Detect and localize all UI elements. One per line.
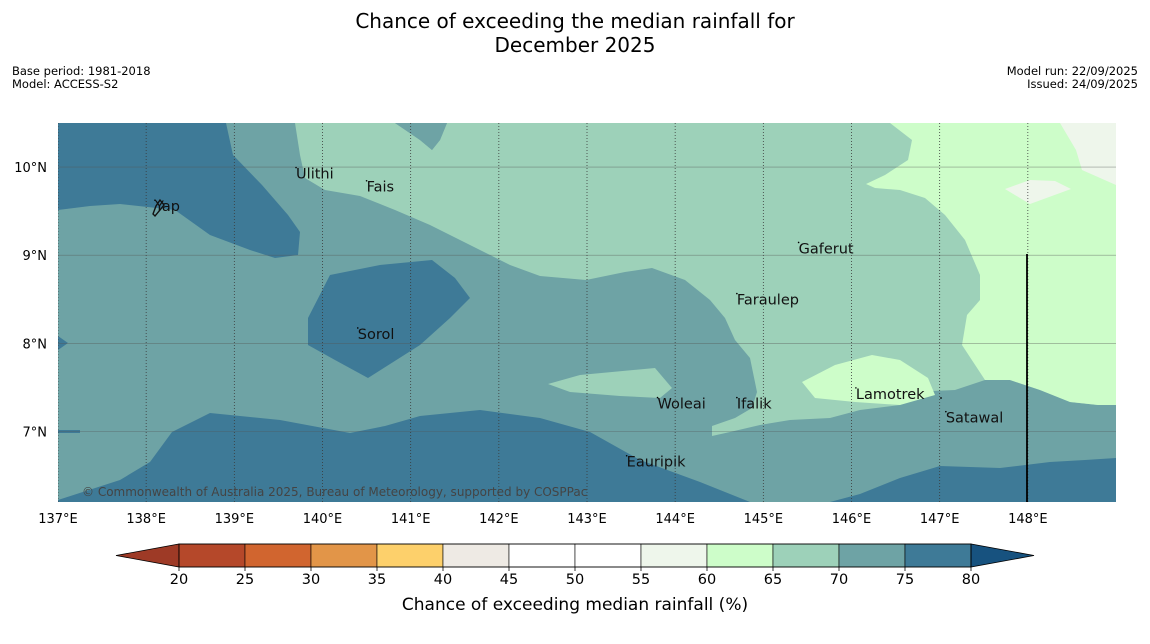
place-label: Fais — [367, 180, 394, 196]
place-label: Faraulep — [737, 293, 799, 309]
colorbar-tick-label: 45 — [500, 572, 518, 588]
colorbar-tick-label: 70 — [830, 572, 848, 588]
island-marker — [154, 199, 156, 201]
place-labels: Ulithi Fais Yap Gaferut Faraulep Sorol Lamotre… — [154, 167, 1003, 471]
base-period-text: Base period: 1981-2018 — [12, 64, 151, 78]
colorbar-box — [442, 543, 510, 568]
colorbar-box — [904, 543, 972, 568]
region-55-60-spot — [1005, 180, 1071, 204]
island-marker — [945, 410, 947, 413]
colorbar-tick-label: 35 — [368, 572, 386, 588]
colorbar-tick-label: 50 — [566, 572, 584, 588]
lon-tick-label: 144°E — [655, 512, 695, 527]
colorbar-boxes — [178, 543, 972, 568]
colorbar-box — [838, 543, 906, 568]
colorbar-tick-label: 40 — [434, 572, 452, 588]
colorbar-box — [310, 543, 378, 568]
region-75-80-west — [58, 123, 300, 258]
colorbar-over-arrow — [970, 543, 1035, 568]
colorbar-tick-label: 25 — [236, 572, 254, 588]
colorbar-under-arrow — [115, 543, 180, 568]
lon-tick-label: 137°E — [38, 512, 78, 527]
map-title-line1: Chance of exceeding the median rainfall … — [355, 9, 795, 33]
lon-tick-label: 138°E — [126, 512, 166, 527]
yap-island-outline — [152, 198, 165, 218]
place-label: Lamotrek — [856, 387, 925, 403]
lat-tick-label: 9°N — [23, 249, 48, 264]
model-text: Model: ACCESS-S2 — [12, 77, 119, 91]
colorbar: 20 25 30 35 40 45 50 55 60 65 70 75 80 Chance of exc… — [115, 543, 1035, 615]
lon-tick-label: 147°E — [920, 512, 960, 527]
island-dot — [940, 397, 942, 399]
lon-tick-label: 146°E — [832, 512, 872, 527]
place-label: Sorol — [358, 327, 395, 343]
base-model-info: Base period: 1981-2018 Model: ACCESS-S2 — [12, 65, 151, 91]
lon-tick-label: 143°E — [567, 512, 607, 527]
colorbar-box — [376, 543, 444, 568]
lat-tick-label: 7°N — [23, 425, 48, 440]
region-75-80-sorol — [308, 260, 470, 378]
island-marker — [736, 396, 738, 399]
colorbar-label: Chance of exceeding median rainfall (%) — [402, 595, 748, 615]
map-title: Chance of exceeding the median rainfall … — [0, 9, 1150, 57]
island-marker — [365, 179, 368, 182]
colorbar-tick-label: 20 — [170, 572, 188, 588]
region-65-70 — [295, 123, 1116, 436]
lat-tick-label: 10°N — [14, 161, 47, 176]
lon-tick-label: 145°E — [744, 512, 784, 527]
place-label: Gaferut — [799, 241, 854, 257]
colorbar-box — [244, 543, 312, 568]
lon-tick-label: 139°E — [215, 512, 255, 527]
colorbar-box — [178, 543, 246, 568]
island-marker — [736, 292, 738, 295]
region-70-75-north — [395, 123, 447, 150]
lon-tick-label: 140°E — [303, 512, 343, 527]
island-marker — [625, 454, 628, 457]
island-marker — [356, 327, 359, 329]
island-marker — [855, 387, 857, 389]
lon-tick-label: 142°E — [479, 512, 519, 527]
island-marker — [797, 241, 800, 244]
place-label: Yap — [154, 199, 180, 215]
region-75-80-edge1 — [58, 336, 68, 350]
rainfall-map: Ulithi Fais Yap Gaferut Faraulep Sorol Lamotre… — [58, 123, 1116, 502]
colorbar-box — [640, 543, 708, 568]
colorbar-box — [706, 543, 774, 568]
colorbar-box — [508, 543, 576, 568]
colorbar-box — [772, 543, 840, 568]
map-gridlines-latitude — [58, 166, 1116, 432]
place-label: Satawal — [946, 411, 1003, 427]
map-title-line2: December 2025 — [494, 33, 656, 57]
run-issue-info: Model run: 22/09/2025 Issued: 24/09/2025 — [1007, 65, 1138, 91]
colorbar-tick-label: 80 — [962, 572, 980, 588]
island-marker — [656, 396, 659, 399]
island-marker — [295, 166, 297, 169]
colorbar-tick-label: 30 — [302, 572, 320, 588]
place-label: Ifalik — [737, 397, 772, 413]
colorbar-tick-label: 55 — [632, 572, 650, 588]
latitude-tick-labels: 10°N 9°N 8°N 7°N — [14, 161, 47, 440]
copyright-notice: © Commonwealth of Australia 2025, Bureau… — [82, 485, 587, 499]
region-65-70-woleai — [548, 368, 672, 398]
model-run-text: Model run: 22/09/2025 — [1006, 64, 1138, 78]
colorbar-tick-label: 75 — [896, 572, 914, 588]
region-55-60-northeast — [1060, 123, 1116, 185]
colorbar-box — [574, 543, 642, 568]
colorbar-tick-labels: 20 25 30 35 40 45 50 55 60 65 70 75 80 — [170, 567, 980, 588]
lon-tick-label: 141°E — [391, 512, 431, 527]
place-label: Ulithi — [296, 167, 334, 183]
lat-tick-label: 8°N — [23, 337, 48, 352]
colorbar-tick-label: 60 — [698, 572, 716, 588]
lon-tick-label: 148°E — [1008, 512, 1048, 527]
issued-text: Issued: 24/09/2025 — [1027, 77, 1138, 91]
region-60-65-lamotrek — [802, 355, 935, 405]
colorbar-tick-label: 65 — [764, 572, 782, 588]
place-label: Woleai — [658, 397, 706, 413]
longitude-tick-labels: 137°E 138°E 139°E 140°E 141°E 142°E 143°E 144°E… — [38, 512, 1047, 527]
place-label: Eauripik — [627, 455, 686, 471]
region-75-80-southeast — [830, 458, 1116, 502]
region-75-80-south — [58, 410, 750, 502]
